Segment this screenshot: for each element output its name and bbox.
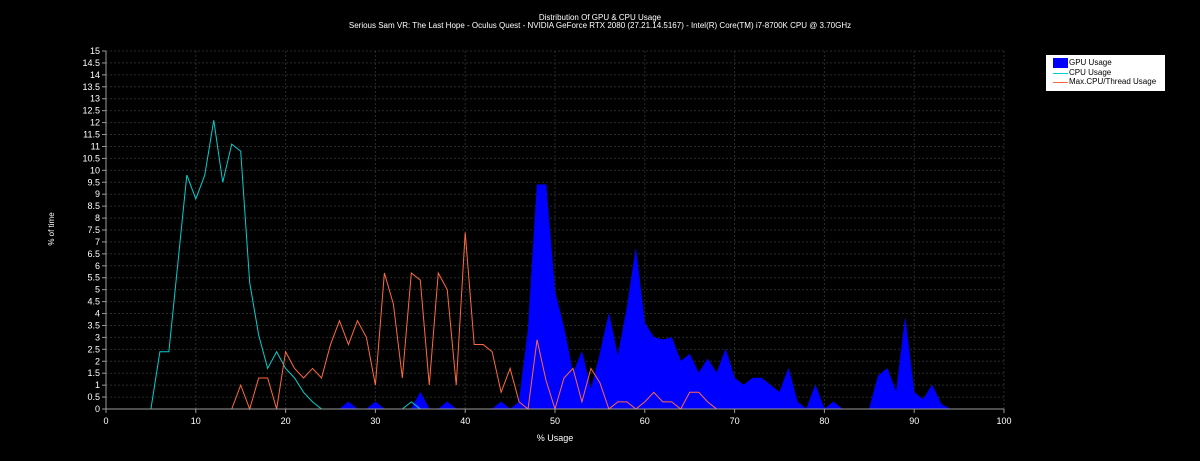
legend-swatch-gpu-usage xyxy=(1053,58,1068,68)
x-axis-label: % Usage xyxy=(537,433,574,443)
y-tick-label: 6.5 xyxy=(87,249,100,259)
y-tick-label: 13.5 xyxy=(82,82,100,92)
chart-title: Distribution Of GPU & CPU Usage xyxy=(538,13,662,22)
x-tick-label: 20 xyxy=(281,416,291,426)
x-tick-label: 40 xyxy=(460,416,470,426)
y-tick-label: 1 xyxy=(95,380,100,390)
x-tick-label: 10 xyxy=(191,416,201,426)
y-tick-label: 8.5 xyxy=(87,201,100,211)
grid-lines xyxy=(105,50,1005,410)
x-tick-label: 60 xyxy=(640,416,650,426)
y-tick-label: 12 xyxy=(90,118,100,128)
y-tick-label: 10.5 xyxy=(82,153,100,163)
y-tick-label: 12.5 xyxy=(82,106,100,116)
x-tick-label: 90 xyxy=(909,416,919,426)
y-tick-label: 14.5 xyxy=(82,58,100,68)
x-tick-label: 80 xyxy=(819,416,829,426)
y-tick-label: 6 xyxy=(95,261,100,271)
x-tick-label: 70 xyxy=(730,416,740,426)
x-axis-ticks: 0 10 20 30 40 50 60 70 80 90 100 xyxy=(103,409,1012,426)
y-tick-label: 5.5 xyxy=(87,273,100,283)
y-tick-label: 9 xyxy=(95,189,100,199)
y-tick-label: 0 xyxy=(95,404,100,414)
y-tick-label: 7.5 xyxy=(87,225,100,235)
y-tick-label: 2.5 xyxy=(87,344,100,354)
y-tick-label: 11 xyxy=(91,141,100,151)
y-tick-label: 5 xyxy=(95,285,100,295)
y-tick-label: 8 xyxy=(95,213,100,223)
x-tick-label: 0 xyxy=(103,416,108,426)
y-tick-label: 9.5 xyxy=(87,177,100,187)
y-tick-label: 14 xyxy=(90,70,100,80)
max-cpu-thread-usage-line xyxy=(106,232,1004,411)
y-tick-label: 4 xyxy=(95,309,100,319)
y-tick-label: 2 xyxy=(95,356,100,366)
y-tick-label: 4.5 xyxy=(87,297,100,307)
y-tick-label: 7 xyxy=(95,237,100,247)
legend-swatch-max-cpu-thread-usage xyxy=(1053,82,1068,83)
legend-label-gpu-usage: GPU Usage xyxy=(1069,58,1112,67)
y-tick-label: 11.5 xyxy=(83,130,100,140)
y-axis-ticks: 00.511.522.533.544.555.566.577.588.599.5… xyxy=(82,46,106,414)
y-tick-label: 13 xyxy=(90,94,100,104)
legend-label-cpu-usage: CPU Usage xyxy=(1069,68,1112,77)
legend-swatch-cpu-usage xyxy=(1053,73,1068,74)
x-tick-label: 30 xyxy=(370,416,380,426)
y-axis-label: % of time xyxy=(47,212,56,246)
x-tick-label: 50 xyxy=(550,416,560,426)
y-tick-label: 3 xyxy=(95,332,100,342)
y-tick-label: 3.5 xyxy=(87,320,100,330)
legend-label-max-cpu-thread-usage: Max.CPU/Thread Usage xyxy=(1069,77,1157,86)
y-tick-label: 10 xyxy=(90,165,100,175)
max-cpu-thread-usage-series xyxy=(106,232,1004,411)
y-tick-label: 15 xyxy=(90,46,100,56)
chart-subtitle: Serious Sam VR: The Last Hope - Oculus Q… xyxy=(348,21,852,30)
legend: GPU Usage CPU Usage Max.CPU/Thread Usage xyxy=(1045,54,1166,92)
y-tick-label: 1.5 xyxy=(87,368,100,378)
x-tick-label: 100 xyxy=(996,416,1011,426)
y-tick-label: 0.5 xyxy=(87,392,100,402)
